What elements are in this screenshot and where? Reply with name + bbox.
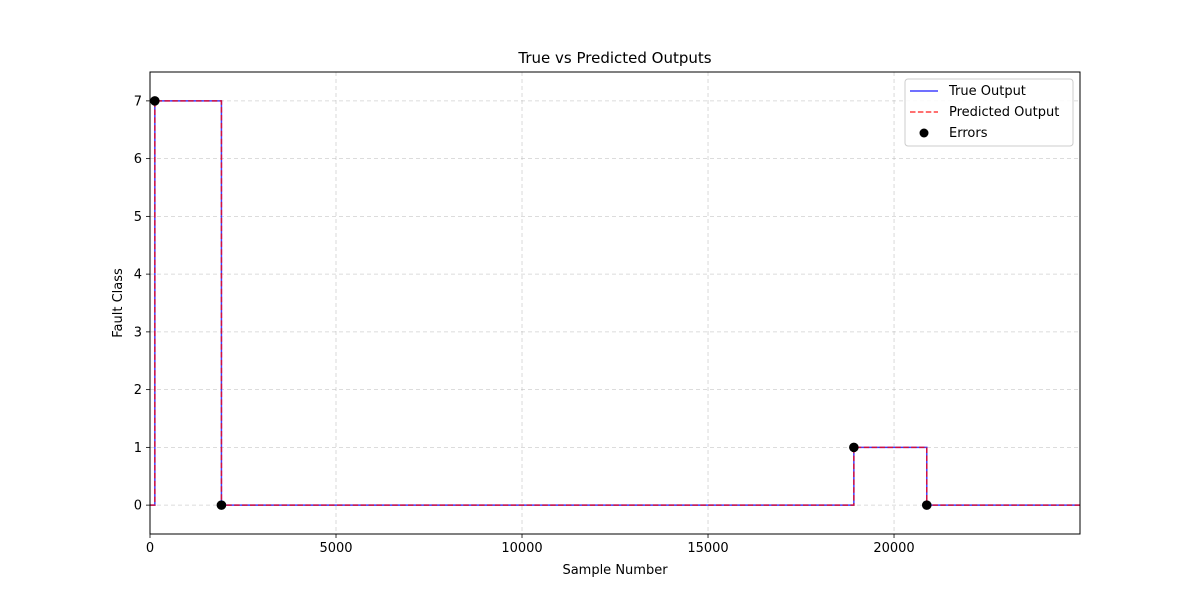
y-tick-label: 6 <box>134 152 142 167</box>
y-tick-label: 0 <box>134 499 142 514</box>
y-tick-label: 1 <box>134 441 142 456</box>
chart-title: True vs Predicted Outputs <box>517 49 711 67</box>
error-point <box>921 500 932 510</box>
x-tick-label: 10000 <box>501 541 542 556</box>
x-tick-label: 20000 <box>873 541 914 556</box>
predicted-output-line <box>150 100 1080 506</box>
error-point <box>849 442 859 453</box>
y-axis-label: Fault Class <box>111 268 126 338</box>
legend-true-output-label: True Output <box>948 84 1026 99</box>
legend-errors-marker <box>919 128 929 138</box>
x-tick-label: 0 <box>146 541 154 556</box>
error-point <box>216 500 227 510</box>
y-tick-label: 5 <box>134 210 142 225</box>
error-point <box>150 96 160 106</box>
x-tick-label: 15000 <box>687 541 728 556</box>
legend: True Output Predicted Output Errors <box>904 78 1074 147</box>
y-tick-label: 7 <box>134 94 142 109</box>
y-tick-label: 4 <box>134 268 142 283</box>
axis-ticks: 0 5000 10000 15000 20000 0 1 2 3 4 5 6 7 <box>134 94 915 556</box>
legend-box <box>904 78 1074 147</box>
plot-series <box>150 96 1080 510</box>
y-tick-label: 3 <box>134 325 142 340</box>
x-tick-label: 5000 <box>319 541 352 556</box>
legend-errors-label: Errors <box>949 126 988 141</box>
x-axis-label: Sample Number <box>562 563 668 578</box>
y-tick-label: 2 <box>134 383 142 398</box>
plot-frame <box>149 71 1081 535</box>
legend-predicted-output-label: Predicted Output <box>949 105 1059 120</box>
